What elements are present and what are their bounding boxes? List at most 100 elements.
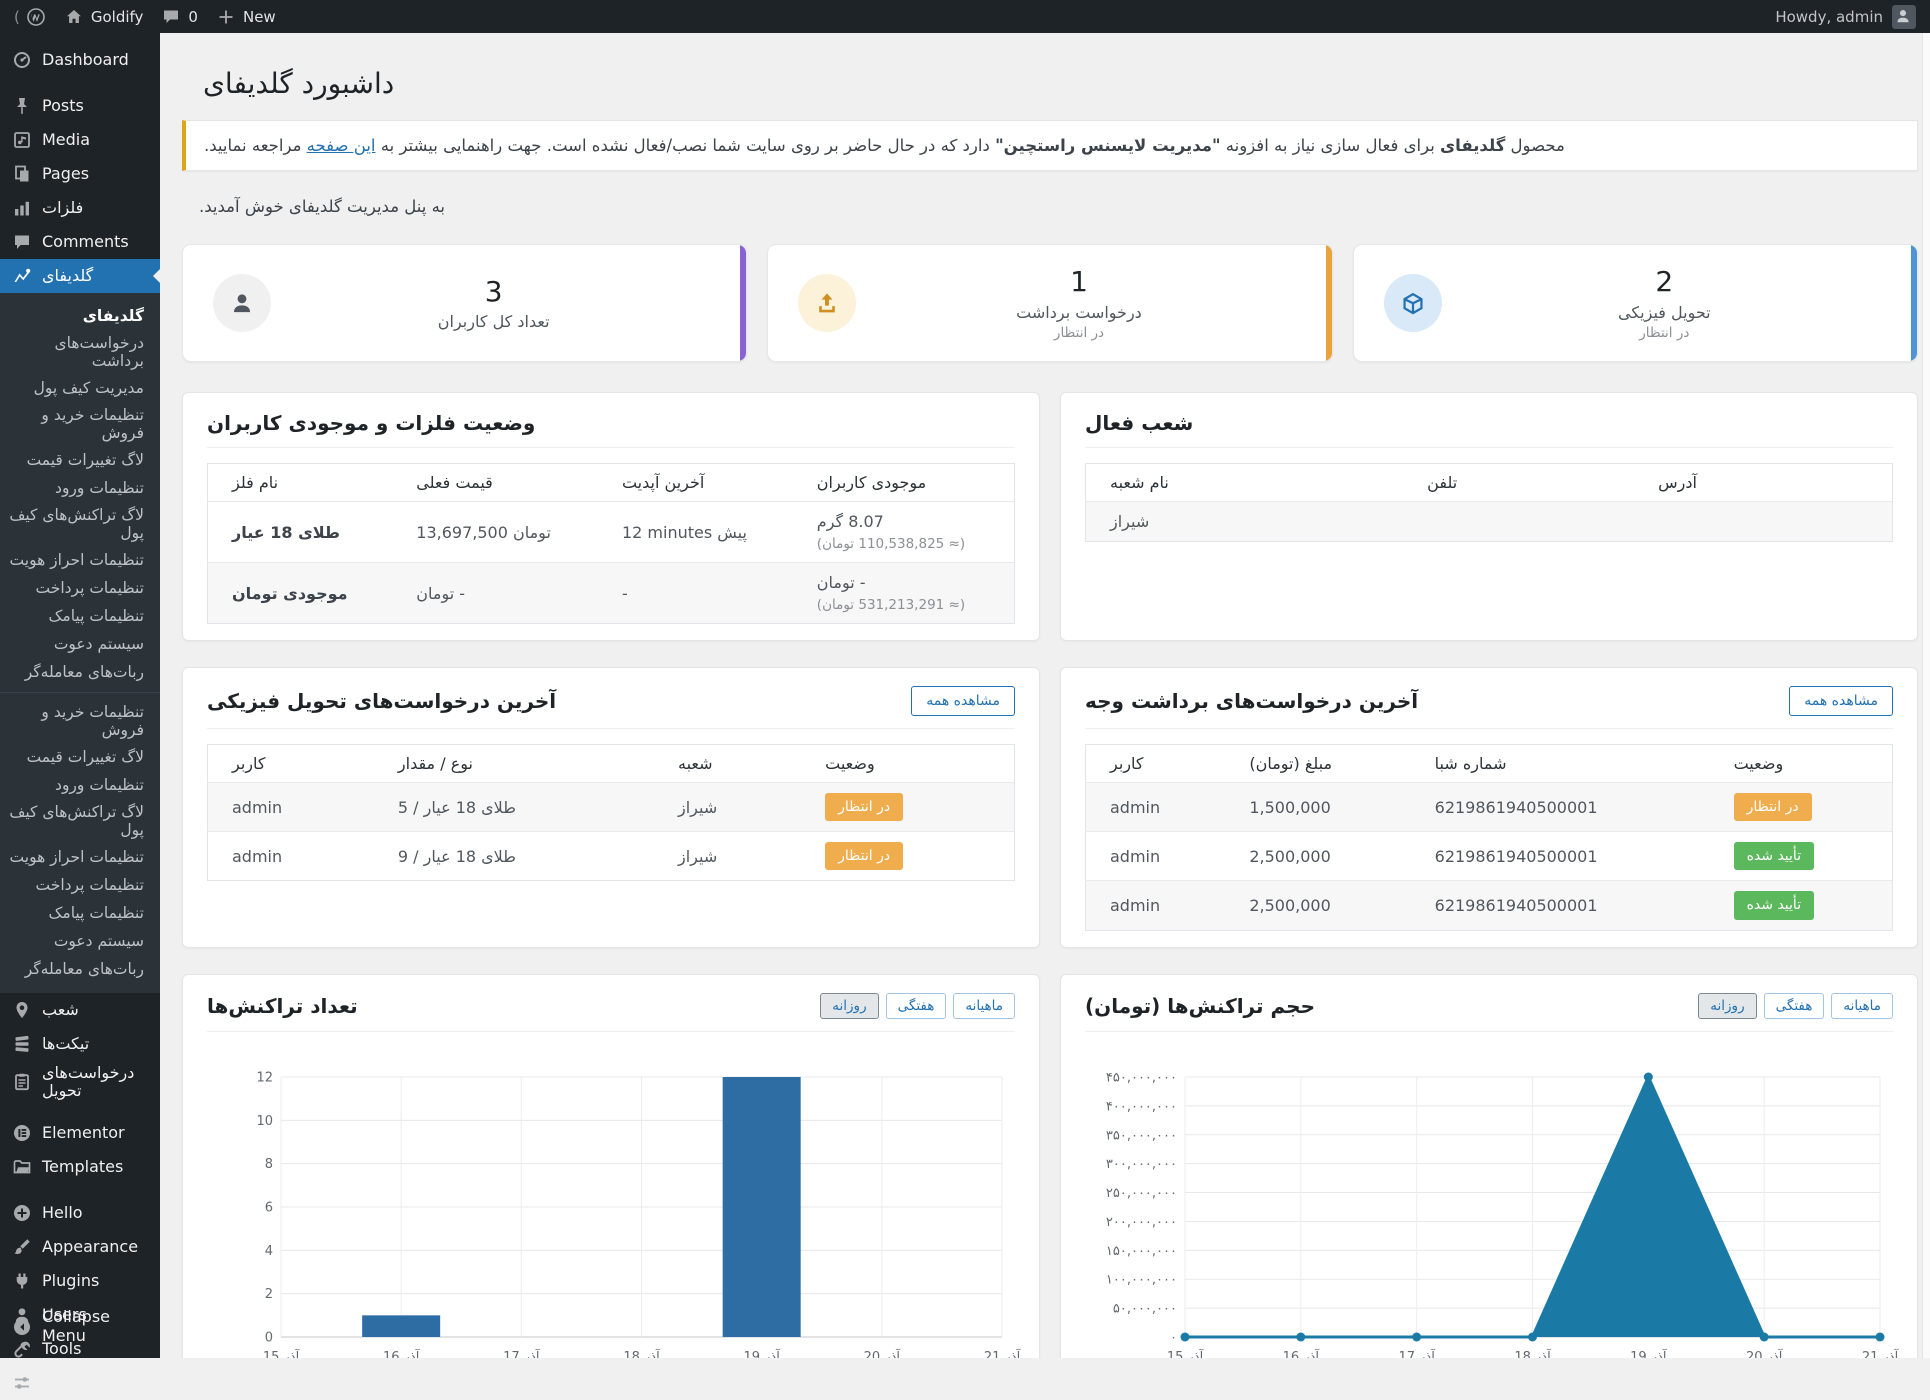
sidebar-subitem-trader-bots-2[interactable]: ربات‌های معامله‌گر	[24, 960, 144, 978]
cell-subtext: (≈ 110,538,825 تومان)	[816, 536, 966, 552]
view-all-button[interactable]: مشاهده همه	[911, 686, 1015, 716]
panel-delivery-requests: آخرین درخواست‌های تحویل فیزیکی مشاهده هم…	[182, 667, 1040, 948]
table-cell: admin	[1085, 781, 1226, 832]
sidebar-item-branches[interactable]: شعب	[0, 993, 160, 1027]
notice-page-link[interactable]: این صفحه	[306, 136, 376, 155]
submenu-divider	[0, 692, 160, 693]
sidebar-subitem-withdraw-requests[interactable]: درخواست‌های برداشت	[54, 334, 144, 370]
range-button-daily[interactable]: روزانه	[1698, 992, 1757, 1019]
panel-transactions-count-chart: تعداد تراکنش‌ها روزانه هفتگی ماهیانه 0 2 4 6 8…	[182, 973, 1040, 1358]
avatar[interactable]	[1892, 4, 1916, 29]
table-cell: 12 minutes پیش	[597, 501, 793, 563]
sidebar-item-media[interactable]: Media	[0, 123, 160, 157]
stat-cards: 3 تعداد کل کاربران 1 درخواست برداشت در انتظا…	[182, 244, 1918, 362]
notice-text: محصول	[1505, 136, 1565, 155]
column-header: مبلغ (تومان)	[1225, 744, 1411, 783]
svg-text:۱۰۰,۰۰۰,۰۰۰: ۱۰۰,۰۰۰,۰۰۰	[1106, 1272, 1177, 1287]
stat-card-1: 1 درخواست برداشت در انتظار	[767, 244, 1333, 362]
svg-text:18 آذر: 18 آذر	[1514, 1348, 1552, 1358]
sidebar-item-templates[interactable]: Templates	[0, 1150, 160, 1184]
range-button-daily[interactable]: روزانه	[820, 992, 879, 1019]
table-cell: admin	[207, 781, 374, 832]
scrollbar[interactable]	[1922, 33, 1930, 1358]
cell-text: 12 minutes پیش	[621, 522, 747, 542]
sidebar-subitem-sms-settings-2[interactable]: تنظیمات پیامک	[48, 904, 144, 922]
sidebar-subitem-invite-system[interactable]: سیستم دعوت	[53, 635, 144, 653]
sidebar-subitem-kyc-settings[interactable]: تنظیمات احراز هویت	[9, 551, 144, 569]
sidebar-item-label: Media	[42, 129, 91, 149]
panel-grid: وضعیت فلزات و موجودی کاربران نام فلز قیمت…	[182, 392, 1918, 1358]
cell-text: شیراز	[1110, 512, 1150, 531]
package-icon	[1383, 274, 1442, 332]
svg-text:20 آذر: 20 آذر	[864, 1348, 902, 1358]
sidebar-subitem-goldify-home[interactable]: گلدیفای	[82, 307, 144, 325]
sidebar-subitem-wallet-transactions-log-2[interactable]: لاگ تراکنش‌های کیف پول	[9, 803, 144, 839]
welcome-text: به پنل مدیریت گلدیفای خوش آمدید.	[199, 197, 446, 216]
cell-text: - تومان	[816, 573, 866, 592]
sidebar-subitem-price-change-log[interactable]: لاگ تغییرات قیمت	[26, 451, 144, 469]
howdy-menu[interactable]: Howdy, admin	[1775, 7, 1883, 26]
sidebar-subitem-price-change-log-2[interactable]: لاگ تغییرات قیمت	[26, 748, 144, 766]
sidebar-item-metals[interactable]: فلزات	[0, 191, 160, 225]
status-badge: در انتظار	[825, 842, 904, 871]
sidebar-subitem-kyc-settings-2[interactable]: تنظیمات احراز هویت	[9, 848, 144, 866]
sidebar-subitem-login-settings-2[interactable]: تنظیمات ورود	[55, 776, 144, 794]
wp-logo-menu[interactable]	[26, 7, 46, 27]
sidebar-item-dashboard[interactable]: Dashboard	[0, 43, 160, 77]
panel-title: وضعیت فلزات و موجودی کاربران	[207, 411, 536, 435]
site-name-menu[interactable]: Goldify	[64, 7, 143, 27]
sidebar-item-comments[interactable]: Comments	[0, 225, 160, 259]
panel-metals-status: وضعیت فلزات و موجودی کاربران نام فلز قیمت…	[182, 392, 1040, 641]
cell-text: admin	[232, 797, 283, 817]
cell-text: 8.07 گرم	[816, 512, 884, 531]
sidebar-item-label: Appearance	[42, 1236, 139, 1256]
sidebar-item-appearance[interactable]: Appearance	[0, 1230, 160, 1264]
table-cell: تأیید شده	[1709, 880, 1893, 931]
sidebar-subitem-wallet-management[interactable]: مدیریت کیف پول	[33, 379, 144, 397]
sidebar-item-tickets[interactable]: تیکت‌ها	[0, 1027, 160, 1061]
svg-text:۲۵۰,۰۰۰,۰۰۰: ۲۵۰,۰۰۰,۰۰۰	[1106, 1186, 1177, 1201]
cell-text: -	[621, 583, 628, 603]
sidebar-subitem-invite-system-2[interactable]: سیستم دعوت	[53, 932, 144, 950]
range-button-monthly[interactable]: ماهیانه	[1831, 992, 1893, 1019]
sidebar-item-pages[interactable]: Pages	[0, 157, 160, 191]
sidebar-subitem-wallet-transactions-log[interactable]: لاگ تراکنش‌های کیف پول	[9, 506, 144, 542]
cell-text: طلای 18 عیار / 5	[397, 797, 516, 817]
sidebar-subitem-buy-sell-settings[interactable]: تنظیمات خرید و فروش	[41, 406, 144, 442]
sidebar-item-plugins[interactable]: Plugins	[0, 1264, 160, 1298]
table-cell	[1403, 501, 1635, 542]
sidebar-item-collapse-menu[interactable]: Collapse Menu	[0, 1305, 160, 1348]
sidebar-item-goldify[interactable]: گلدیفای	[0, 259, 160, 293]
cell-text: موجودی تومان	[232, 583, 348, 603]
sidebar-subitem-sms-settings[interactable]: تنظیمات پیامک	[48, 607, 144, 625]
sidebar-subitem-payment-settings[interactable]: تنظیمات پرداخت	[35, 579, 144, 597]
pin-icon	[12, 1000, 32, 1020]
new-content-menu[interactable]: New	[216, 7, 276, 27]
sidebar-item-elementor[interactable]: Elementor	[0, 1116, 160, 1150]
table-cell: 6219861940500001	[1410, 831, 1710, 881]
view-all-button[interactable]: مشاهده همه	[1789, 686, 1893, 716]
sidebar-subitem-trader-bots[interactable]: ربات‌های معامله‌گر	[24, 663, 144, 681]
sidebar-subitem-payment-settings-2[interactable]: تنظیمات پرداخت	[35, 876, 144, 894]
range-button-weekly[interactable]: هفتگی	[885, 992, 947, 1019]
panel-active-branches: شعب فعال نام شعبه تلفن آدرس شیراز	[1060, 392, 1918, 641]
table-cell: در انتظار	[1709, 781, 1893, 832]
elementor-icon	[12, 1123, 32, 1143]
sidebar-subitem-login-settings[interactable]: تنظیمات ورود	[55, 479, 144, 497]
sidebar-subitem-buy-sell-settings-2[interactable]: تنظیمات خرید و فروش	[41, 703, 144, 739]
range-button-monthly[interactable]: ماهیانه	[953, 992, 1015, 1019]
column-header: نام فلز	[207, 463, 393, 502]
comments-icon	[12, 232, 32, 252]
status-badge: تأیید شده	[1733, 842, 1815, 871]
sidebar-item-delivery-requests[interactable]: درخواست‌های تحویل	[0, 1061, 160, 1104]
table-cell: طلای 18 عیار / 9	[373, 831, 654, 881]
cell-text: 13,697,500 تومان	[416, 522, 551, 542]
comments-menu[interactable]: 0	[161, 7, 198, 27]
sidebar-item-settings[interactable]: Settings	[0, 1366, 160, 1400]
range-button-weekly[interactable]: هفتگی	[1763, 992, 1825, 1019]
settings-icon	[12, 1373, 32, 1393]
sidebar-item-posts[interactable]: Posts	[0, 89, 160, 123]
svg-text:4: 4	[265, 1243, 273, 1258]
sidebar-item-hello[interactable]: Hello	[0, 1196, 160, 1230]
sidebar-item-tools[interactable]: Tools	[0, 1332, 160, 1366]
